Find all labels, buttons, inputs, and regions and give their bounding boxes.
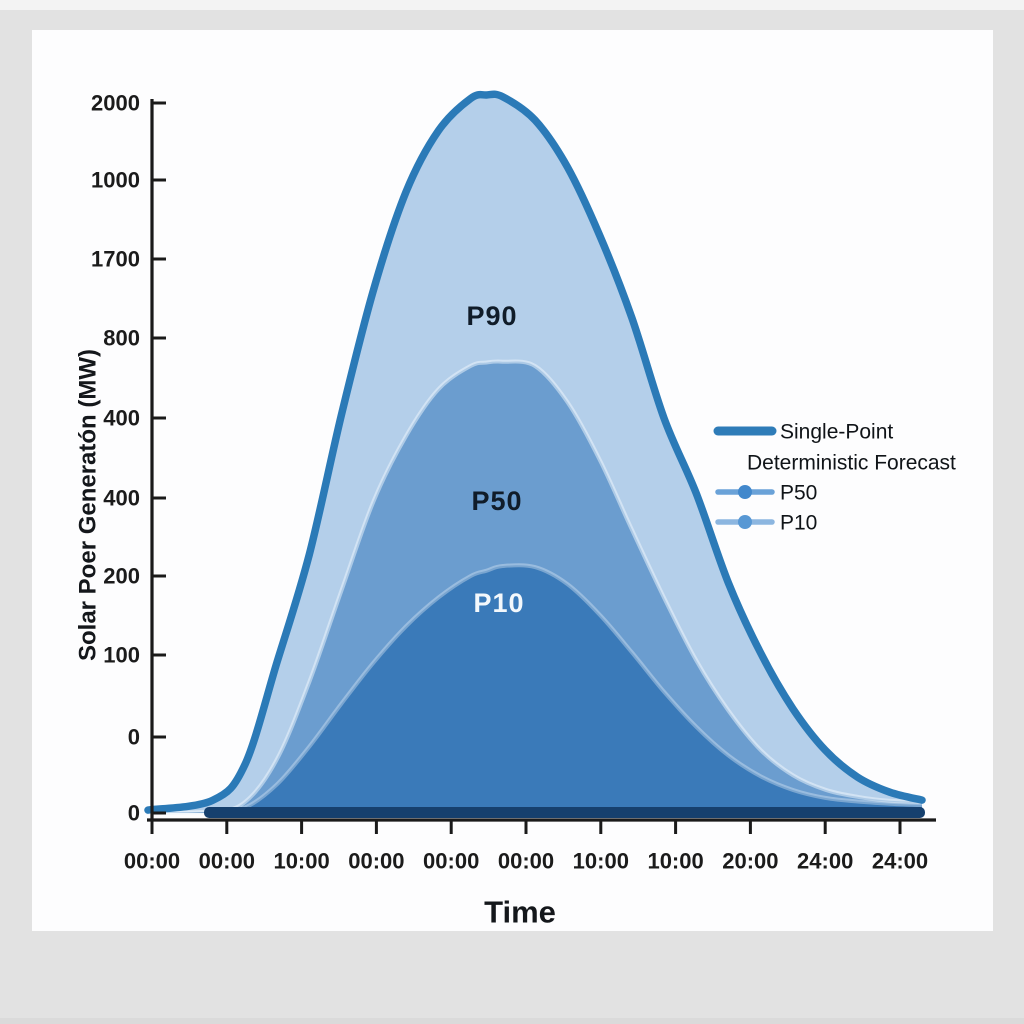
area-label-p50: P50 bbox=[471, 486, 522, 516]
x-tick-label: 10:00 bbox=[273, 849, 329, 874]
legend-label-deterministic-line1: Single-Point bbox=[780, 421, 893, 444]
area-label-p10: P10 bbox=[473, 588, 524, 618]
y-tick-label: 400 bbox=[103, 406, 140, 431]
x-tick-label: 00:00 bbox=[498, 849, 554, 874]
legend-swatch-p10-dot bbox=[738, 515, 752, 529]
x-tick-label: 00:00 bbox=[199, 849, 255, 874]
y-tick-label: 0 bbox=[128, 725, 140, 750]
area-label-p90: P90 bbox=[466, 301, 517, 331]
x-axis-title: Time bbox=[484, 895, 556, 930]
x-tick-label: 24:00 bbox=[872, 849, 928, 874]
y-tick-label: 2000 bbox=[91, 91, 140, 116]
y-tick-label: 100 bbox=[103, 643, 140, 668]
y-tick-label: 1000 bbox=[91, 168, 140, 193]
deterministic-forecast-line bbox=[144, 90, 926, 814]
band-p10-area bbox=[148, 565, 922, 813]
legend-swatch-p50-dot bbox=[738, 485, 752, 499]
x-tick-label: 10:00 bbox=[647, 849, 703, 874]
page-top-strip bbox=[0, 0, 1024, 10]
y-tick-label: 800 bbox=[103, 326, 140, 351]
legend-label-deterministic-line2: Deterministic Forecast bbox=[747, 452, 956, 475]
x-tick-label: 00:00 bbox=[124, 849, 180, 874]
probability-bands bbox=[144, 90, 926, 818]
y-axis-title: Solar Poer Generatón (MW) bbox=[75, 349, 102, 661]
baseline-strip bbox=[204, 807, 925, 818]
axes bbox=[147, 99, 936, 834]
page-bottom-strip bbox=[0, 1018, 1024, 1024]
x-tick-label: 00:00 bbox=[348, 849, 404, 874]
x-tick-label: 24:00 bbox=[797, 849, 853, 874]
x-tick-label: 20:00 bbox=[722, 849, 778, 874]
x-tick-label: 00:00 bbox=[423, 849, 479, 874]
x-tick-label: 10:00 bbox=[573, 849, 629, 874]
band-p10-edge-highlight bbox=[146, 563, 924, 815]
y-tick-label: 0 bbox=[128, 801, 140, 826]
legend-label-p10: P10 bbox=[780, 512, 817, 535]
y-tick-label: 200 bbox=[103, 564, 140, 589]
legend: Single-Point Deterministic Forecast P50 … bbox=[713, 421, 956, 535]
y-tick-label: 1700 bbox=[91, 247, 140, 272]
legend-label-p50: P50 bbox=[780, 482, 817, 505]
band-p50-edge-highlight bbox=[146, 359, 924, 815]
y-tick-label: 400 bbox=[103, 486, 140, 511]
